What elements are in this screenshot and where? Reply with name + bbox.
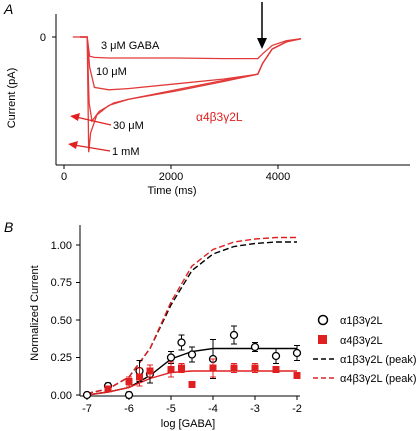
- panel-b-label: B: [4, 219, 13, 235]
- point-a4-11: [293, 372, 301, 379]
- legend-label-a1: α1β3γ2L: [340, 315, 383, 327]
- arrow-washout: [257, 2, 267, 49]
- arrow-30um: [70, 113, 112, 126]
- trace-0: [80, 36, 302, 60]
- panel-a-x-tick-4000: 4000: [266, 171, 290, 183]
- annotation-3um: 3 μM GABA: [101, 40, 160, 52]
- point-a4-1: [125, 378, 133, 385]
- point-a1-11: [271, 351, 281, 361]
- point-a1-2: [124, 390, 134, 400]
- panel-a-y-tick-0: 0: [40, 32, 46, 44]
- point-a4-4: [167, 366, 175, 373]
- panel-b-plot: [82, 236, 302, 400]
- point-a1-6: [177, 338, 186, 347]
- point-a1-0: [82, 390, 92, 400]
- panel-b-y-tick-100: 1.00: [51, 240, 72, 252]
- panel-a-x-axis: 0 2000 4000: [56, 164, 410, 183]
- subunit-label: α4β3γ2L: [196, 110, 243, 124]
- legend-label-a4-peak: α4β3γ2L (peak): [340, 373, 416, 385]
- annotation-1mm: 1 mM: [112, 146, 140, 158]
- point-a4-9: [251, 364, 259, 372]
- point-a1-10: [250, 342, 260, 352]
- panel-a-y-axis: 0: [40, 14, 57, 165]
- panel-b-x-tick-m7: -7: [82, 403, 92, 415]
- point-a1-9: [229, 330, 239, 340]
- panel-b-x-tick-m4: -4: [208, 403, 218, 415]
- trace-3: [80, 36, 302, 153]
- point-a4-3: [146, 367, 154, 375]
- point-a4-5: [178, 364, 185, 372]
- annotation-10um: 10 μM: [96, 66, 127, 78]
- panel-b-y-label: Normalized Current: [29, 265, 41, 360]
- point-a4-2: [136, 373, 143, 381]
- point-a1-7: [187, 350, 197, 359]
- panel-b-x-tick-m2: -2: [292, 403, 302, 415]
- panel-b-y-tick-075: 0.75: [51, 277, 72, 289]
- panel-a-plot: [72, 36, 302, 153]
- panel-b-y-tick-0: 0.00: [51, 390, 72, 402]
- fit-curve-a4: [86, 370, 297, 396]
- arrow-1mm: [68, 141, 111, 152]
- point-a1-12: [292, 348, 302, 358]
- peak-curve-a4: [86, 236, 297, 395]
- panel-a-label: A: [3, 1, 13, 17]
- legend-marker-open-circle: [317, 314, 329, 326]
- legend-item-a4-peak: α4β3γ2L (peak): [313, 373, 416, 385]
- panel-b-x-tick-m5: -5: [166, 403, 176, 415]
- panel-b-x-label: log [GABA]: [161, 418, 215, 430]
- legend-marker-red-square: [318, 335, 327, 344]
- panel-b-y-axis: 0.00 0.25 0.50 0.75 1.00: [51, 225, 81, 402]
- legend-item-a1-peak: α1β3γ2L (peak): [313, 354, 416, 366]
- legend-label-a1-peak: α1β3γ2L (peak): [340, 354, 416, 366]
- point-a4-7: [209, 364, 217, 372]
- panel-a-x-tick-2000: 2000: [159, 171, 183, 183]
- point-a4-10: [272, 366, 280, 373]
- panel-b-y-tick-050: 0.50: [51, 315, 72, 327]
- legend: α1β3γ2L α4β3γ2L α1β3γ2L (peak) α4β3γ2L (…: [313, 314, 416, 385]
- legend-label-a4: α4β3γ2L: [340, 335, 383, 347]
- point-a4-8: [230, 364, 238, 372]
- point-a1-5: [166, 353, 176, 362]
- panel-b-y-tick-025: 0.25: [51, 352, 72, 364]
- panel-b-x-tick-m6: -6: [124, 403, 134, 415]
- legend-item-a1: α1β3γ2L: [317, 314, 383, 327]
- panel-a-x-tick-0: 0: [61, 171, 67, 183]
- legend-item-a4: α4β3γ2L: [318, 335, 383, 347]
- point-a4-0: [104, 385, 112, 393]
- panel-a-x-label: Time (ms): [147, 185, 196, 197]
- panel-b-x-axis: -7 -6 -5 -4 -3 -2: [80, 395, 302, 415]
- annotation-30um: 30 μM: [113, 120, 144, 132]
- point-a4-6: [188, 381, 196, 388]
- panel-b-x-tick-m3: -3: [250, 403, 260, 415]
- panel-a-y-label: Current (pA): [6, 68, 18, 129]
